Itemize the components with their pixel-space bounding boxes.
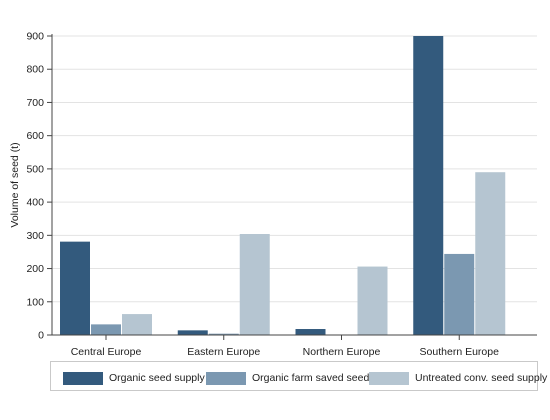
y-tick-label: 100 bbox=[26, 296, 44, 308]
bar-1-1 bbox=[208, 333, 239, 335]
y-axis-title: Volume of seed (t) bbox=[9, 142, 21, 227]
axes: 0 100 200 300 400 500 600 700 800 900 Central Euro… bbox=[26, 31, 537, 358]
legend-swatch-0 bbox=[63, 371, 103, 385]
y-tick-label: 600 bbox=[26, 130, 44, 142]
y-tick-label: 800 bbox=[26, 64, 44, 76]
legend-label-0: Organic seed supply bbox=[109, 372, 205, 384]
legend-item-organic-farm-saved-seed: Organic farm saved seed bbox=[206, 371, 369, 385]
y-tick-label: 0 bbox=[38, 330, 44, 342]
bar-0-1 bbox=[177, 330, 208, 335]
y-tick-label: 500 bbox=[26, 163, 44, 175]
bar-2-0 bbox=[122, 314, 152, 335]
bar-0-3 bbox=[413, 36, 444, 335]
bar-1-3 bbox=[444, 253, 475, 335]
bar-0-0 bbox=[60, 241, 90, 335]
bar-2-2 bbox=[357, 266, 388, 335]
bar-2-1 bbox=[239, 234, 270, 335]
x-tick-label: Northern Europe bbox=[303, 346, 381, 358]
x-tick-label: Central Europe bbox=[71, 346, 142, 358]
bar-2-3 bbox=[475, 172, 506, 335]
y-tick-label: 300 bbox=[26, 230, 44, 242]
legend: Organic seed supply Organic farm saved s… bbox=[50, 361, 547, 391]
legend-label-1: Organic farm saved seed bbox=[252, 372, 370, 384]
legend-label-2: Untreated conv. seed supply bbox=[415, 372, 548, 384]
bars bbox=[60, 36, 506, 335]
x-tick-label: Southern Europe bbox=[420, 346, 500, 358]
legend-swatch-2 bbox=[369, 371, 409, 385]
x-tick-label: Eastern Europe bbox=[187, 346, 260, 358]
bar-chart: Volume of seed (t) 0 100 200 300 400 500 600 70… bbox=[9, 31, 537, 358]
legend-item-untreated-conv-seed-supply: Untreated conv. seed supply bbox=[369, 371, 547, 385]
y-tick-label: 200 bbox=[26, 263, 44, 275]
bar-1-0 bbox=[91, 324, 121, 335]
bar-0-2 bbox=[295, 329, 326, 335]
legend-swatch-1 bbox=[206, 371, 246, 385]
gridlines bbox=[52, 35, 537, 336]
legend-item-organic-seed-supply: Organic seed supply bbox=[63, 371, 205, 385]
y-tick-label: 700 bbox=[26, 97, 44, 109]
y-tick-label: 400 bbox=[26, 197, 44, 209]
y-tick-label: 900 bbox=[26, 31, 44, 43]
